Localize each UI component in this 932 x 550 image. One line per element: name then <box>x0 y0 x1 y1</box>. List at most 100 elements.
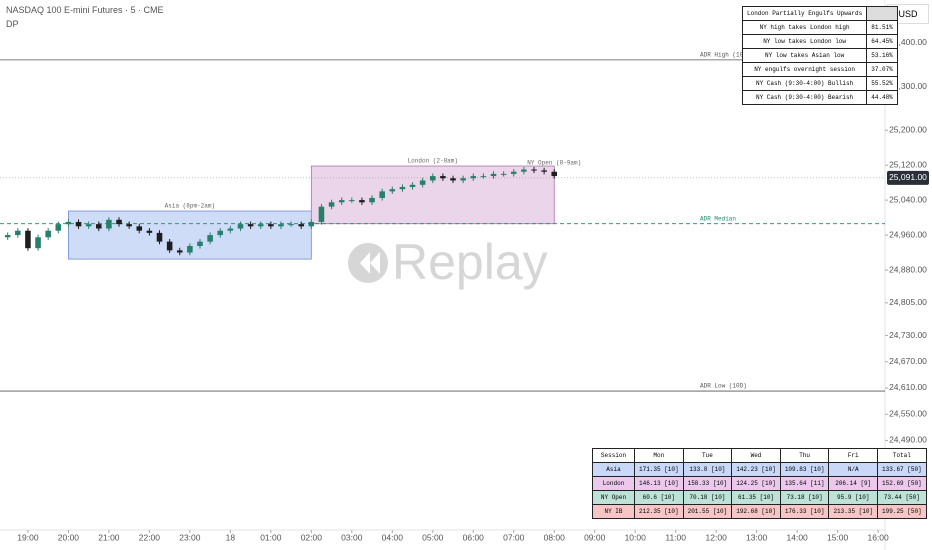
session-cell: 158.33 [10] <box>682 476 733 491</box>
y-tick-label: 25,040.00 <box>889 194 927 204</box>
session-header-cell: Wed <box>731 448 781 463</box>
candle-body <box>146 230 153 233</box>
indicator[interactable]: DP <box>6 19 19 29</box>
x-tick-label: 05:00 <box>422 532 444 542</box>
candle-body <box>399 187 406 190</box>
session-cell: 212.35 [10] <box>634 504 684 519</box>
candle-body <box>389 189 396 192</box>
session-header-row: Session Mon Tue Wed Thu Fri Total <box>592 448 927 463</box>
session-cell: London <box>592 476 635 491</box>
x-tick-label: 12:00 <box>706 532 728 542</box>
x-tick-label: 11:00 <box>665 532 686 542</box>
session-cell: Asia <box>592 462 635 477</box>
candle-body <box>551 171 558 177</box>
symbol[interactable]: NASDAQ 100 E-mini Futures · 5 · CME <box>6 5 164 15</box>
y-tick-label: 25,400.00 <box>889 37 927 47</box>
candle-body <box>440 176 446 179</box>
candle-body <box>318 206 325 222</box>
x-tick-label: 15:00 <box>827 532 849 542</box>
session-cell: 142.23 [10] <box>731 462 781 477</box>
stats-cell: NY low takes Asian low <box>741 48 868 63</box>
y-tick-label: 24,550.00 <box>889 408 927 418</box>
candle-body <box>338 200 345 203</box>
x-tick-label: 01:00 <box>260 532 282 542</box>
session-cell: 201.55 [10] <box>682 504 733 519</box>
session-cell: 61.35 [10] <box>731 490 781 505</box>
candle-body <box>227 228 234 231</box>
session-table: Session Mon Tue Wed Thu Fri Total Asia 171.35 [1… <box>592 448 927 519</box>
x-tick-label: 20:00 <box>58 532 80 542</box>
candle-body <box>45 230 51 238</box>
session-cell: 171.35 [10] <box>634 462 684 477</box>
candle-body <box>521 169 527 172</box>
session-row: Asia 171.35 [10] 133.8 [10] 142.23 [10] 109.… <box>592 462 927 477</box>
x-tick-label: 08:00 <box>544 532 566 542</box>
session-label: NY Open (8-9am) <box>527 160 581 167</box>
stats-cell: 55.52% <box>866 76 898 91</box>
stats-cell: NY Cash (9:30-4:00) Bearish <box>741 90 868 105</box>
candle-body <box>176 250 183 253</box>
candle-body <box>541 170 547 172</box>
x-tick-label: 13:00 <box>746 532 768 542</box>
stats-cell: NY high takes London high <box>741 20 868 35</box>
candle-body <box>328 202 335 207</box>
candle-body <box>25 230 31 249</box>
candle-body <box>217 230 224 236</box>
stats-cell: 44.48% <box>866 90 898 105</box>
candle-body <box>156 232 163 242</box>
candle-body <box>419 180 426 185</box>
session-cell: 124.25 [10] <box>731 476 781 491</box>
candle-body <box>126 224 132 227</box>
candle-body <box>490 173 497 177</box>
session-cell: 73.18 [10] <box>779 490 830 505</box>
candle-body <box>460 178 466 181</box>
session-cell: N/A <box>828 462 879 477</box>
x-tick-label: 21:00 <box>98 532 120 542</box>
session-cell: 206.14 [9] <box>828 476 879 491</box>
candle-body <box>166 241 173 251</box>
session-cell: 133.67 [50] <box>877 462 927 477</box>
y-tick-label: 24,880.00 <box>889 264 927 274</box>
candle-body <box>257 224 264 227</box>
session-cell: NY IB <box>592 504 635 519</box>
y-tick-label: 24,670.00 <box>889 356 927 366</box>
stats-row: NY Cash (9:30-4:00) Bullish 55.52% <box>741 76 898 91</box>
x-tick-label: 18 <box>226 532 236 542</box>
candle-body <box>379 191 385 198</box>
stats-title: London Partially Engulfs Upwards <box>741 6 868 21</box>
stats-cell: 64.45% <box>866 34 898 49</box>
candle-body <box>187 245 193 253</box>
session-label: Asia (8pm-2am) <box>165 203 215 210</box>
stats-cell: NY engulfs overnight session <box>741 62 868 77</box>
session-header-cell: Session <box>592 448 635 463</box>
y-tick-label: 24,805.00 <box>889 297 927 307</box>
candle-body <box>197 241 203 246</box>
stats-cell: 37.07% <box>866 62 898 77</box>
stats-row: NY high takes London high 81.51% <box>741 20 898 35</box>
session-cell: 70.18 [10] <box>682 490 733 505</box>
candle-body <box>4 235 11 238</box>
session-header-cell: Tue <box>682 448 733 463</box>
candle-body <box>470 176 477 179</box>
session-row: NY Open 60.6 [10] 70.18 [10] 61.35 [10] 73.1… <box>592 490 927 505</box>
stats-row: NY low takes Asian low 53.16% <box>741 48 898 63</box>
y-tick-label: 24,490.00 <box>889 435 927 445</box>
x-tick-label: 19:00 <box>17 532 39 542</box>
watermark: Replay <box>392 234 548 290</box>
candle-body <box>500 173 507 175</box>
candle-body <box>237 224 244 229</box>
x-tick-label: 03:00 <box>341 532 363 542</box>
x-tick-label: 09:00 <box>584 532 606 542</box>
session-cell: 199.25 [50] <box>877 504 927 519</box>
stats-cell: 53.16% <box>866 48 898 63</box>
session-cell: 146.13 [10] <box>634 476 684 491</box>
session-row: London 146.13 [10] 158.33 [10] 124.25 [10] 1… <box>592 476 927 491</box>
session-cell: 109.83 [10] <box>779 462 830 477</box>
y-tick-label: 25,120.00 <box>889 159 927 169</box>
session-cell: 213.35 [10] <box>828 504 879 519</box>
session-header-cell: Thu <box>779 448 830 463</box>
session-header-cell: Mon <box>634 448 684 463</box>
y-tick-label: 24,610.00 <box>889 382 927 392</box>
